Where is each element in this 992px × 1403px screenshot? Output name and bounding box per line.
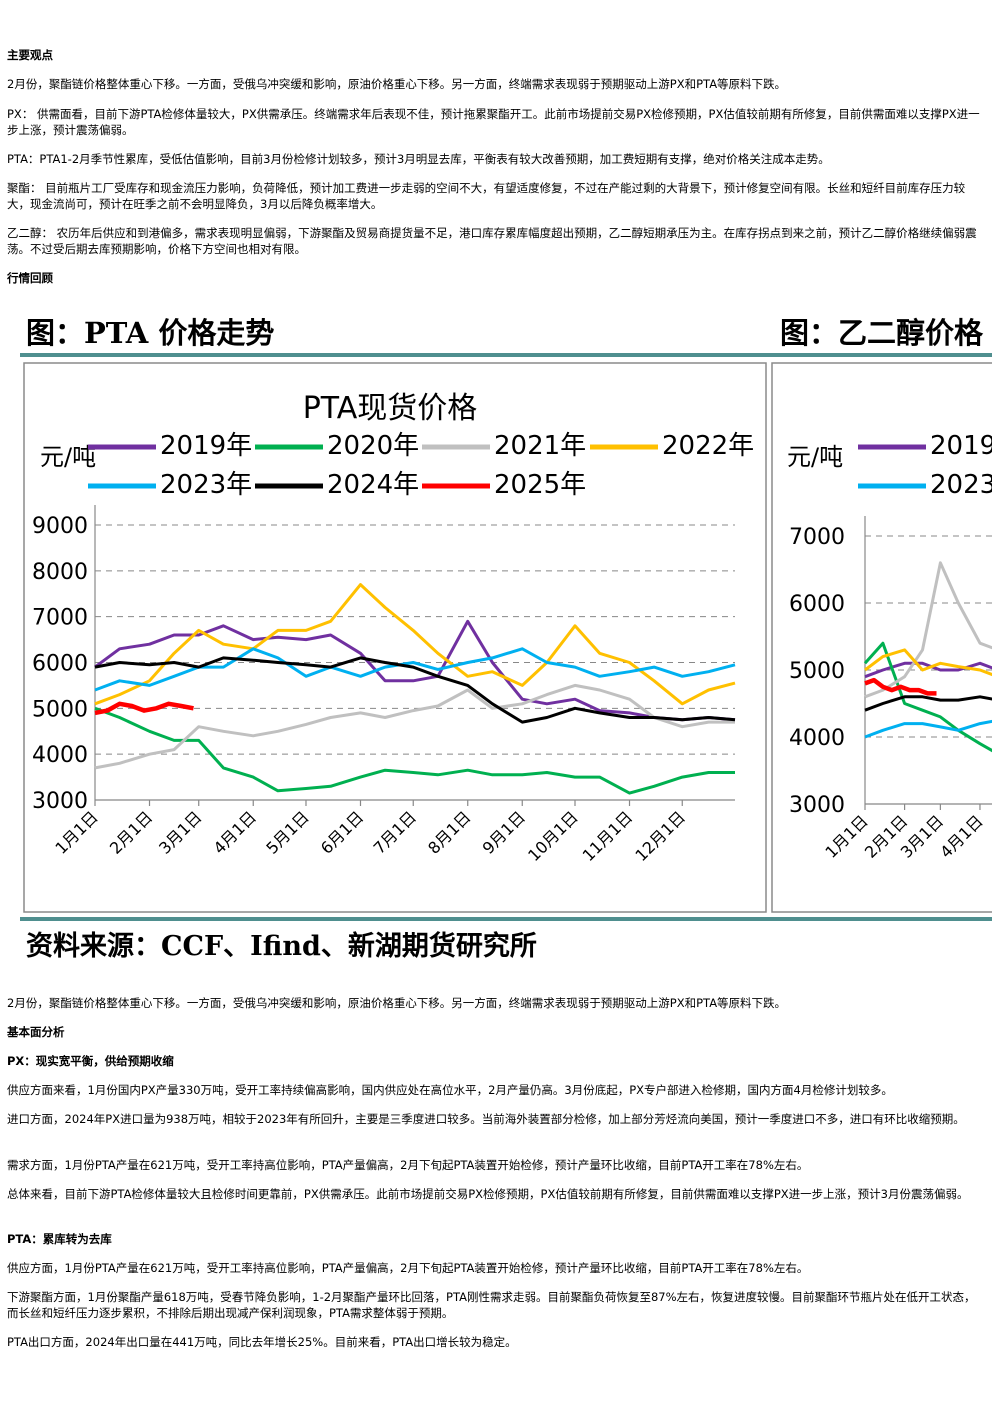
views-pta: PTA：PTA1-2月季节性累库，受低估值影响，目前3月份检修计划较多，预计3月…	[7, 152, 830, 166]
pta-legend-label: 2019年	[160, 431, 252, 461]
px-supply: 供应方面来看，1月份国内PX产量330万吨，受开工率持续偏高影响，国内供应处在高…	[7, 1083, 893, 1097]
pta-series-line	[94, 683, 735, 770]
meg-y-tick-label: 5000	[789, 659, 845, 684]
meg-legend-label: 2019年	[930, 431, 992, 461]
pta-series-line	[94, 706, 735, 795]
pta-heading: PTA：累库转为去库	[7, 1232, 112, 1246]
pta-legend-label: 2022年	[662, 431, 754, 461]
pta-supply: 供应方面，1月份PTA产量在621万吨，受开工率持高位影响，PTA产量偏高，2月…	[7, 1261, 809, 1275]
left-figure-title: 图：PTA 价格走势	[26, 316, 274, 350]
meg-unit-label: 元/吨	[787, 443, 843, 471]
pta-legend-label: 2023年	[160, 470, 252, 500]
price-figure: 图：PTA 价格走势 图：乙二醇价格 PTA现货价格 元/吨 2019年 2020年…	[0, 300, 992, 980]
right-chart-frame	[771, 362, 992, 913]
pta-y-tick-label: 9000	[32, 514, 88, 539]
fundamental-heading: 基本面分析	[7, 1025, 65, 1039]
px-summary: 总体来看，目前下游PTA检修体量较大且检修时间更靠前，PX供需承压。此前市场提前…	[7, 1187, 969, 1201]
meg-y-tick-label: 6000	[789, 592, 845, 617]
pta-series-line	[94, 701, 194, 716]
meg-y-tick-label: 4000	[789, 726, 845, 751]
views-meg: 乙二醇： 农历年后供应和到港偏多，需求表现明显偏弱，下游聚酯及贸易商提货量不足，…	[7, 226, 977, 256]
pta-series-line	[94, 583, 736, 706]
px-demand: 需求方面，1月份PTA产量在621万吨，受开工率持高位影响，PTA产量偏高，2月…	[7, 1158, 809, 1172]
meg-series-line	[864, 677, 937, 696]
price-figure-svg: 图：PTA 价格走势 图：乙二醇价格 PTA现货价格 元/吨 2019年 2020年…	[20, 316, 992, 962]
pta-legend-label: 2025年	[494, 470, 586, 500]
views-polyester: 聚酯： 目前瓶片工厂受库存和现金流压力影响，负荷降低，预计加工费进一步走弱的空间…	[7, 181, 966, 211]
top-teal-rule	[20, 353, 992, 357]
pta-y-tick-label: 6000	[32, 652, 88, 677]
pta-y-tick-label: 3000	[32, 789, 88, 814]
meg-y-tick-label: 7000	[789, 525, 845, 550]
px-import: 进口方面，2024年PX进口量为938万吨，相较于2023年有所回升，主要是三季…	[7, 1112, 965, 1126]
right-figure-title: 图：乙二醇价格	[780, 316, 984, 350]
meg-y-tick-label: 3000	[789, 793, 845, 818]
pta-export: PTA出口方面，2024年出口量在441万吨，同比去年增长25%。目前来看，PT…	[7, 1335, 517, 1349]
pta-unit-label: 元/吨	[40, 443, 96, 471]
pta-series-line	[94, 619, 736, 722]
figure-source: 资料来源：CCF、Ifind、新湖期货研究所	[26, 930, 537, 962]
views-intro: 2月份，聚酯链价格整体重心下移。一方面，受俄乌冲突缓和影响，原油价格重心下移。另…	[7, 77, 787, 91]
pta-y-tick-label: 7000	[32, 606, 88, 631]
px-heading: PX：现实宽平衡，供给预期收缩	[7, 1054, 174, 1068]
pta-legend-label: 2021年	[494, 431, 586, 461]
left-chart-frame	[23, 362, 767, 913]
pta-legend-label: 2020年	[327, 431, 419, 461]
pta-y-tick-label: 8000	[32, 560, 88, 585]
review-after: 2月份，聚酯链价格整体重心下移。一方面，受俄乌冲突缓和影响，原油价格重心下移。另…	[7, 996, 787, 1010]
pta-downstream: 下游聚酯方面，1月份聚酯产量618万吨，受春节降负影响，1-2月聚酯产量环比回落…	[7, 1290, 976, 1320]
bottom-teal-rule	[20, 917, 992, 921]
pta-y-tick-label: 4000	[32, 743, 88, 768]
views-px: PX： 供需面看，目前下游PTA检修体量较大，PX供需承压。终端需求年后表现不佳…	[7, 107, 980, 137]
views-heading: 主要观点	[7, 48, 53, 62]
pta-legend-label: 2024年	[327, 470, 419, 500]
meg-legend-label: 2023年	[930, 470, 992, 500]
pta-y-tick-label: 5000	[32, 697, 88, 722]
pta-series-line	[94, 656, 736, 724]
pta-chart-title: PTA现货价格	[303, 391, 478, 426]
review-heading: 行情回顾	[7, 271, 53, 285]
